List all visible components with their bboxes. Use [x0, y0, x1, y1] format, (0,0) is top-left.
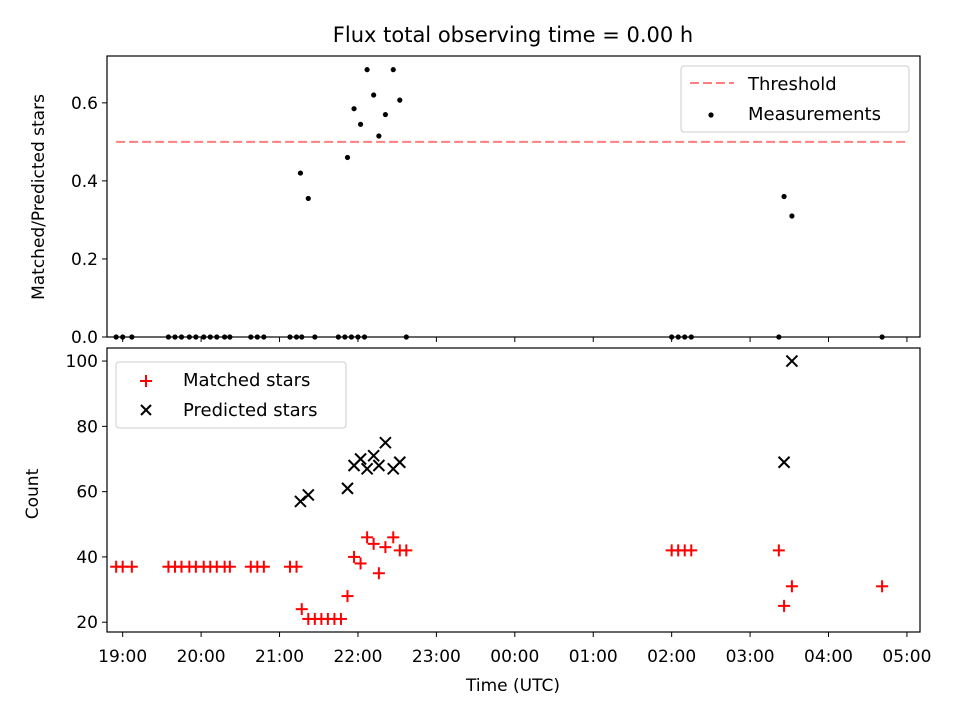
x-tick-label: 00:00 — [490, 647, 539, 667]
predicted-star-point — [367, 449, 380, 462]
top-legend-box — [680, 65, 910, 133]
measurement-point — [382, 111, 389, 118]
x-tick-label: 03:00 — [726, 647, 775, 667]
predicted-star-point — [393, 456, 406, 469]
measurement-point — [357, 121, 364, 127]
x-tick-label: 22:00 — [333, 647, 382, 667]
predicted-star-point — [341, 482, 354, 495]
bottom-y-axis-label: Count — [23, 468, 43, 519]
measurement-point — [781, 193, 787, 200]
matched-star-point — [367, 537, 380, 550]
matched-star-point — [257, 560, 270, 573]
predicted-star-point — [360, 462, 374, 475]
matched-star-point — [372, 567, 385, 580]
top-legend: Threshold Measurements — [680, 65, 910, 133]
matched-star-point — [778, 599, 791, 612]
measurement-point — [371, 92, 377, 98]
legend-matched-swatch — [140, 375, 152, 387]
y-tick-label: 0.4 — [71, 172, 98, 192]
matched-star-point — [290, 560, 303, 573]
matched-star-point — [361, 531, 374, 544]
predicted-star-point — [302, 488, 315, 502]
x-tick-label: 23:00 — [412, 647, 461, 667]
measurement-point — [376, 133, 382, 139]
y-tick-label: 20 — [76, 613, 98, 633]
matched-star-point — [223, 560, 236, 573]
measurement-point — [397, 97, 403, 103]
bottom-legend: Matched stars Predicted stars — [115, 361, 347, 429]
matched-star-point — [400, 544, 413, 557]
y-tick-label: 60 — [76, 483, 98, 503]
matched-star-point — [772, 544, 785, 557]
matched-star-point — [876, 580, 889, 593]
predicted-star-point — [372, 459, 386, 472]
matched-star-point — [387, 531, 400, 544]
top-y-axis-label: Matched/Predicted stars — [29, 94, 49, 300]
matched-star-point — [379, 541, 392, 554]
predicted-star-point — [785, 354, 799, 368]
legend-predicted-label: Predicted stars — [183, 400, 317, 421]
x-tick-label: 02:00 — [647, 647, 696, 667]
predicted-star-point — [354, 452, 367, 466]
axes-frame — [106, 347, 921, 633]
legend-predicted-swatch — [140, 404, 152, 416]
chart-title: Flux total observing time = 0.00 h — [333, 23, 693, 47]
top-plot-area: 0.0 0.2 0.4 0.6 — [71, 55, 921, 348]
x-tick-label: 01:00 — [569, 647, 618, 667]
matched-star-point — [334, 612, 347, 625]
matched-star-point — [341, 590, 354, 603]
measurement-point — [390, 67, 396, 73]
bottom-legend-box — [115, 361, 347, 429]
measurement-point — [305, 195, 311, 202]
measurement-point — [351, 106, 357, 112]
matched-star-point — [125, 560, 138, 573]
x-tick-label: 20:00 — [177, 647, 226, 667]
legend-matched-label: Matched stars — [183, 370, 310, 391]
x-tick-label: 21:00 — [255, 647, 304, 667]
matched-star-point — [295, 603, 308, 616]
legend-threshold-label: Threshold — [747, 74, 837, 95]
measurement-point — [789, 213, 795, 219]
legend-measurements-label: Measurements — [748, 104, 881, 125]
measurement-point — [344, 154, 351, 161]
matched-star-point — [354, 557, 367, 570]
y-tick-label: 0.0 — [71, 328, 98, 348]
matched-star-point — [348, 550, 361, 563]
matched-star-point — [785, 580, 798, 593]
predicted-star-point — [379, 436, 392, 449]
y-tick-label: 80 — [76, 417, 98, 437]
x-tick-label: 05:00 — [882, 647, 931, 667]
x-axis-label: Time (UTC) — [465, 676, 560, 696]
y-tick-label: 100 — [66, 352, 98, 372]
measurement-point — [364, 67, 370, 73]
bottom-plot-area: 20 40 60 80 100 19:00 20:00 21:00 22:00 23:00 00:0… — [66, 347, 931, 667]
matched-star-point — [685, 544, 698, 557]
predicted-star-point — [777, 456, 791, 469]
legend-measurements-swatch — [708, 112, 714, 118]
x-tick-label: 19:00 — [98, 647, 147, 667]
axes-frame — [106, 55, 921, 338]
measurement-point — [297, 170, 304, 176]
y-tick-label: 0.2 — [71, 250, 98, 270]
x-tick-label: 04:00 — [804, 647, 853, 667]
y-tick-label: 0.6 — [71, 94, 98, 114]
y-tick-label: 40 — [76, 548, 98, 568]
